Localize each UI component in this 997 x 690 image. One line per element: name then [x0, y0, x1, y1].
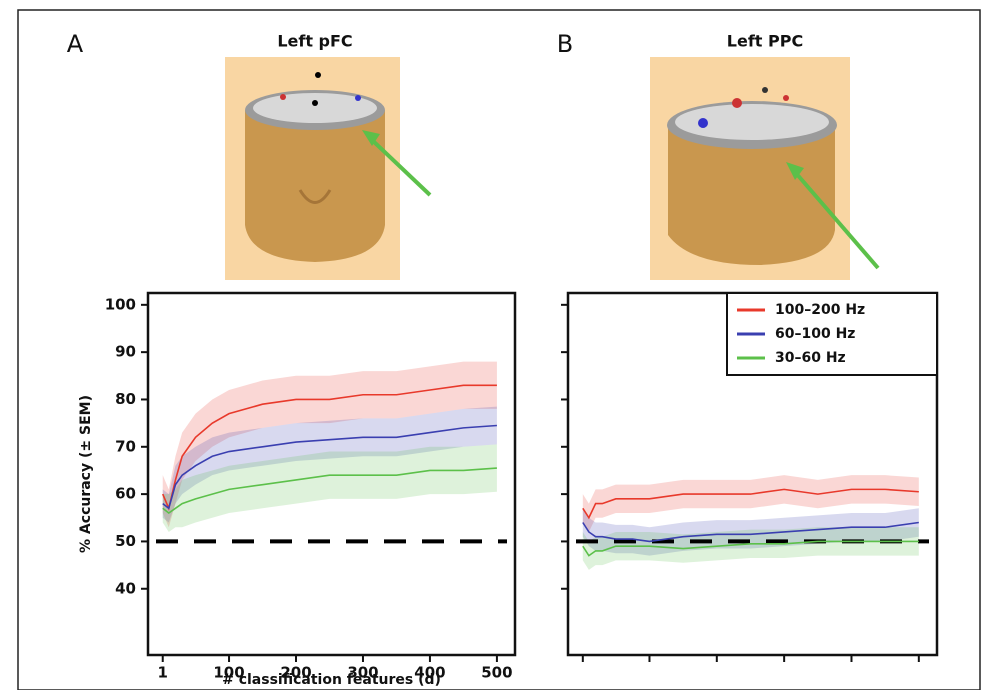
y-tick-label: 90 [115, 343, 136, 361]
sem-band [582, 508, 919, 556]
axes-frame [146, 291, 517, 657]
x-tick-label: 100 [213, 664, 244, 682]
sem-band [162, 361, 497, 528]
x-axis-label: # classification features (d) [222, 672, 441, 688]
x-tick-label: 1 [158, 664, 168, 682]
plot-area [156, 361, 507, 544]
series-line [161, 384, 497, 511]
y-tick-label: 40 [115, 579, 136, 597]
x-tick-label: 200 [280, 664, 311, 682]
y-tick-label: 80 [115, 390, 136, 408]
y-tick-label: 50 [115, 532, 136, 550]
series-line [162, 467, 497, 515]
x-tick-label: 400 [414, 664, 445, 682]
y-tick-label: 70 [115, 437, 136, 455]
x-tick-label: 500 [481, 664, 512, 682]
series-line [162, 424, 497, 510]
x-tick-label: 300 [347, 664, 378, 682]
sem-band [582, 475, 919, 532]
y-axis-label: % Accuracy (± SEM) [78, 395, 94, 553]
brain-image-b [650, 57, 880, 280]
legend-label: 30–60 Hz [775, 350, 846, 366]
panel-label: B [557, 30, 573, 58]
brain-image-a [225, 57, 432, 280]
y-tick-label: 100 [105, 295, 136, 313]
series-line [582, 540, 919, 557]
legend-label: 100–200 Hz [775, 302, 865, 318]
y-tick-label: 60 [115, 485, 136, 503]
chart-title: Left pFC [277, 32, 352, 51]
sem-band [162, 444, 497, 532]
figure-border [17, 9, 981, 690]
sem-band [582, 527, 919, 570]
plot-area [576, 475, 929, 570]
series-line [582, 488, 919, 520]
panel-label: A [67, 30, 84, 58]
chart-title: Left PPC [727, 32, 803, 51]
legend-label: 60–100 Hz [775, 326, 855, 342]
series-line [582, 521, 919, 543]
